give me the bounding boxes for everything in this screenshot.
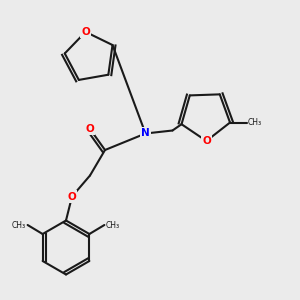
Text: O: O [81,27,90,37]
Text: CH₃: CH₃ [106,220,120,230]
Text: O: O [202,136,211,146]
Text: CH₃: CH₃ [248,118,262,127]
Text: N: N [141,128,150,139]
Text: O: O [68,191,76,202]
Text: O: O [85,124,94,134]
Text: CH₃: CH₃ [12,220,26,230]
